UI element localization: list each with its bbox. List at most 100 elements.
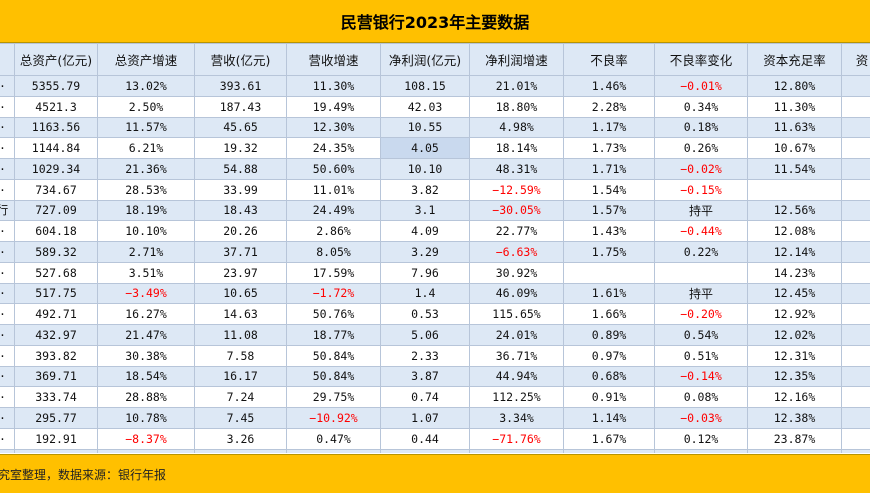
cell-npl-ratio[interactable]: 1.61%	[564, 283, 655, 304]
cell-profit-growth[interactable]: 18.14%	[470, 138, 564, 159]
cell-profit-growth[interactable]: 18.80%	[470, 96, 564, 117]
cell-npl-ratio[interactable]: 1.54%	[564, 179, 655, 200]
cell-asset-growth[interactable]	[98, 449, 195, 453]
cell-extra[interactable]	[842, 117, 870, 138]
cell-revenue-growth[interactable]: 19.49%	[287, 96, 381, 117]
cell-npl-change[interactable]: 0.08%	[655, 387, 748, 408]
cell-bank-name[interactable]: ·	[0, 96, 15, 117]
cell-car[interactable]: 12.45%	[748, 283, 842, 304]
cell-car[interactable]: 12.35%	[748, 366, 842, 387]
cell-profit-growth[interactable]	[470, 449, 564, 453]
header-cell-npl-change[interactable]: 不良率变化	[655, 44, 748, 76]
cell-extra[interactable]	[842, 428, 870, 449]
cell-revenue-growth[interactable]: 24.35%	[287, 138, 381, 159]
cell-revenue-growth[interactable]: 8.05%	[287, 242, 381, 263]
cell-npl-ratio[interactable]: 1.75%	[564, 242, 655, 263]
cell-total-assets[interactable]: 393.82	[15, 345, 98, 366]
cell-profit-growth[interactable]: 30.92%	[470, 262, 564, 283]
cell-npl-ratio[interactable]: 0.89%	[564, 325, 655, 346]
cell-car[interactable]: 12.56%	[748, 200, 842, 221]
cell-asset-growth[interactable]: 18.54%	[98, 366, 195, 387]
cell-bank-name[interactable]: ·	[0, 345, 15, 366]
cell-total-assets[interactable]: 295.77	[15, 408, 98, 429]
header-cell-revenue[interactable]: 营收(亿元)	[195, 44, 287, 76]
cell-extra[interactable]	[842, 387, 870, 408]
cell-profit-growth[interactable]: −30.05%	[470, 200, 564, 221]
header-cell-revenue-growth[interactable]: 营收增速	[287, 44, 381, 76]
cell-car[interactable]: 11.54%	[748, 159, 842, 180]
cell-npl-ratio[interactable]: 1.67%	[564, 428, 655, 449]
cell-npl-change[interactable]: 持平	[655, 200, 748, 221]
cell-revenue[interactable]: 23.97	[195, 262, 287, 283]
cell-npl-ratio[interactable]: 1.17%	[564, 117, 655, 138]
cell-npl-ratio[interactable]: 1.43%	[564, 221, 655, 242]
cell-extra[interactable]	[842, 345, 870, 366]
header-cell-extra[interactable]: 资	[842, 44, 870, 76]
cell-total-assets[interactable]: 4521.3	[15, 96, 98, 117]
cell-extra[interactable]	[842, 179, 870, 200]
cell-bank-name[interactable]: ·	[0, 159, 15, 180]
cell-npl-change[interactable]: 0.54%	[655, 325, 748, 346]
cell-revenue[interactable]: 3.26	[195, 428, 287, 449]
cell-revenue[interactable]: 11.08	[195, 325, 287, 346]
cell-revenue[interactable]: 16.17	[195, 366, 287, 387]
cell-car[interactable]: 14.23%	[748, 262, 842, 283]
cell-asset-growth[interactable]: 21.36%	[98, 159, 195, 180]
cell-total-assets[interactable]: 369.71	[15, 366, 98, 387]
cell-revenue-growth[interactable]: 17.59%	[287, 262, 381, 283]
cell-total-assets[interactable]: 517.75	[15, 283, 98, 304]
cell-npl-ratio[interactable]: 0.91%	[564, 387, 655, 408]
cell-npl-change[interactable]: −0.01%	[655, 76, 748, 97]
cell-extra[interactable]	[842, 159, 870, 180]
cell-revenue[interactable]: 20.26	[195, 221, 287, 242]
cell-extra[interactable]	[842, 449, 870, 453]
cell-profit-growth[interactable]: 22.77%	[470, 221, 564, 242]
cell-total-assets[interactable]: 432.97	[15, 325, 98, 346]
cell-revenue[interactable]: 54.88	[195, 159, 287, 180]
cell-bank-name[interactable]: ·	[0, 221, 15, 242]
cell-total-assets[interactable]: 192.91	[15, 428, 98, 449]
cell-car[interactable]: 12.02%	[748, 325, 842, 346]
cell-bank-name[interactable]: ·	[0, 138, 15, 159]
cell-revenue-growth[interactable]: 50.76%	[287, 304, 381, 325]
cell-bank-name[interactable]: 行	[0, 200, 15, 221]
cell-total-assets[interactable]: 589.32	[15, 242, 98, 263]
cell-total-assets[interactable]	[15, 449, 98, 453]
cell-profit-growth[interactable]: 4.98%	[470, 117, 564, 138]
cell-extra[interactable]	[842, 242, 870, 263]
cell-asset-growth[interactable]: 28.53%	[98, 179, 195, 200]
cell-revenue[interactable]: 10.65	[195, 283, 287, 304]
cell-revenue-growth[interactable]: −1.72%	[287, 283, 381, 304]
cell-car[interactable]	[748, 179, 842, 200]
cell-profit-growth[interactable]: 46.09%	[470, 283, 564, 304]
cell-revenue-growth[interactable]: −10.92%	[287, 408, 381, 429]
cell-revenue[interactable]: 393.61	[195, 76, 287, 97]
cell-bank-name[interactable]: ·	[0, 428, 15, 449]
header-cell-total-assets[interactable]: 总资产(亿元)	[15, 44, 98, 76]
cell-net-profit[interactable]: 5.06	[381, 325, 470, 346]
cell-npl-change[interactable]: −0.03%	[655, 408, 748, 429]
cell-car[interactable]: 12.08%	[748, 221, 842, 242]
cell-extra[interactable]	[842, 200, 870, 221]
cell-bank-name[interactable]: ·	[0, 366, 15, 387]
cell-bank-name[interactable]: ·	[0, 76, 15, 97]
cell-revenue[interactable]: 14.63	[195, 304, 287, 325]
cell-net-profit[interactable]: 10.55	[381, 117, 470, 138]
cell-revenue-growth[interactable]	[287, 449, 381, 453]
cell-revenue-growth[interactable]: 24.49%	[287, 200, 381, 221]
cell-net-profit[interactable]: 1.07	[381, 408, 470, 429]
cell-npl-change[interactable]: −0.20%	[655, 304, 748, 325]
cell-asset-growth[interactable]: 16.27%	[98, 304, 195, 325]
cell-net-profit[interactable]	[381, 449, 470, 453]
cell-car[interactable]: 12.38%	[748, 408, 842, 429]
cell-asset-growth[interactable]: 2.71%	[98, 242, 195, 263]
cell-npl-change[interactable]: 0.51%	[655, 345, 748, 366]
cell-npl-ratio[interactable]: 2.28%	[564, 96, 655, 117]
cell-extra[interactable]	[842, 304, 870, 325]
cell-revenue-growth[interactable]: 12.30%	[287, 117, 381, 138]
cell-bank-name[interactable]: ·	[0, 117, 15, 138]
cell-profit-growth[interactable]: 44.94%	[470, 366, 564, 387]
cell-extra[interactable]	[842, 221, 870, 242]
cell-revenue[interactable]: 7.58	[195, 345, 287, 366]
cell-profit-growth[interactable]: −12.59%	[470, 179, 564, 200]
